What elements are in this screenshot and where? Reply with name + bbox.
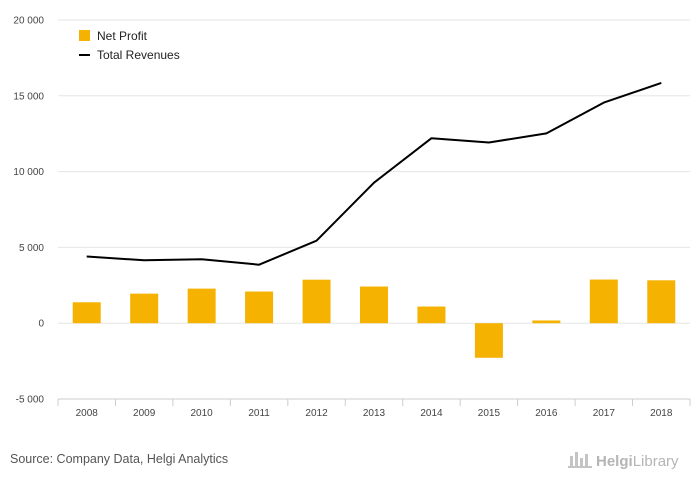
x-tick-label: 2017 [593,408,616,419]
legend-label-total-revenues: Total Revenues [97,48,180,62]
svg-text:HelgiLibrary: HelgiLibrary [596,453,679,470]
x-tick-label: 2008 [76,408,99,419]
y-tick-label: 20 000 [13,16,44,27]
axes: 2008 2009 2010 2011 2012 2013 2014 2015 2016 2017… [57,398,691,419]
bar-net-profit-2014 [417,306,446,324]
bar-series [72,279,676,358]
bar-net-profit-2011 [245,291,274,324]
x-tick-label: 2013 [363,408,386,419]
bar-net-profit-2018 [647,280,676,324]
x-tick-label: 2018 [650,408,673,419]
y-tick-label: 10 000 [13,167,44,178]
x-tick-label: 2011 [248,408,270,419]
footer: Source: Company Data, Helgi Analytics He… [10,452,679,470]
logo-text-secondary: Library [633,453,679,470]
x-tick-label: 2014 [420,408,443,419]
bar-net-profit-2009 [130,293,159,324]
legend-swatch-net-profit [79,30,90,41]
bars-logo-icon [568,452,592,468]
bar-net-profit-2015 [474,323,503,358]
legend-label-net-profit: Net Profit [97,29,148,43]
y-tick-label: 15 000 [13,91,44,102]
x-tick-label: 2009 [133,408,156,419]
gridlines: -5 000 0 5 000 10 000 15 000 20 000 [13,16,690,406]
x-tick-label: 2010 [191,408,214,419]
bar-net-profit-2013 [360,286,388,324]
y-tick-label: -5 000 [16,395,45,406]
bar-net-profit-2016 [532,320,561,324]
y-tick-label: 0 [38,319,44,330]
logo-text-primary: Helgi [596,453,633,470]
line-series [86,81,662,266]
helgi-library-logo: HelgiLibrary [568,452,679,470]
bar-net-profit-2012 [302,279,331,324]
source-note: Source: Company Data, Helgi Analytics [10,452,228,466]
bar-net-profit-2010 [187,288,216,324]
x-tick-label: 2012 [305,408,328,419]
line-total-revenues [86,81,662,266]
bar-net-profit-2017 [589,279,618,324]
x-tick-label: 2015 [478,408,501,419]
x-tick-label: 2016 [535,408,558,419]
legend: Net Profit Total Revenues [79,29,180,62]
bar-net-profit-2008 [72,302,101,324]
y-tick-label: 5 000 [19,243,44,254]
